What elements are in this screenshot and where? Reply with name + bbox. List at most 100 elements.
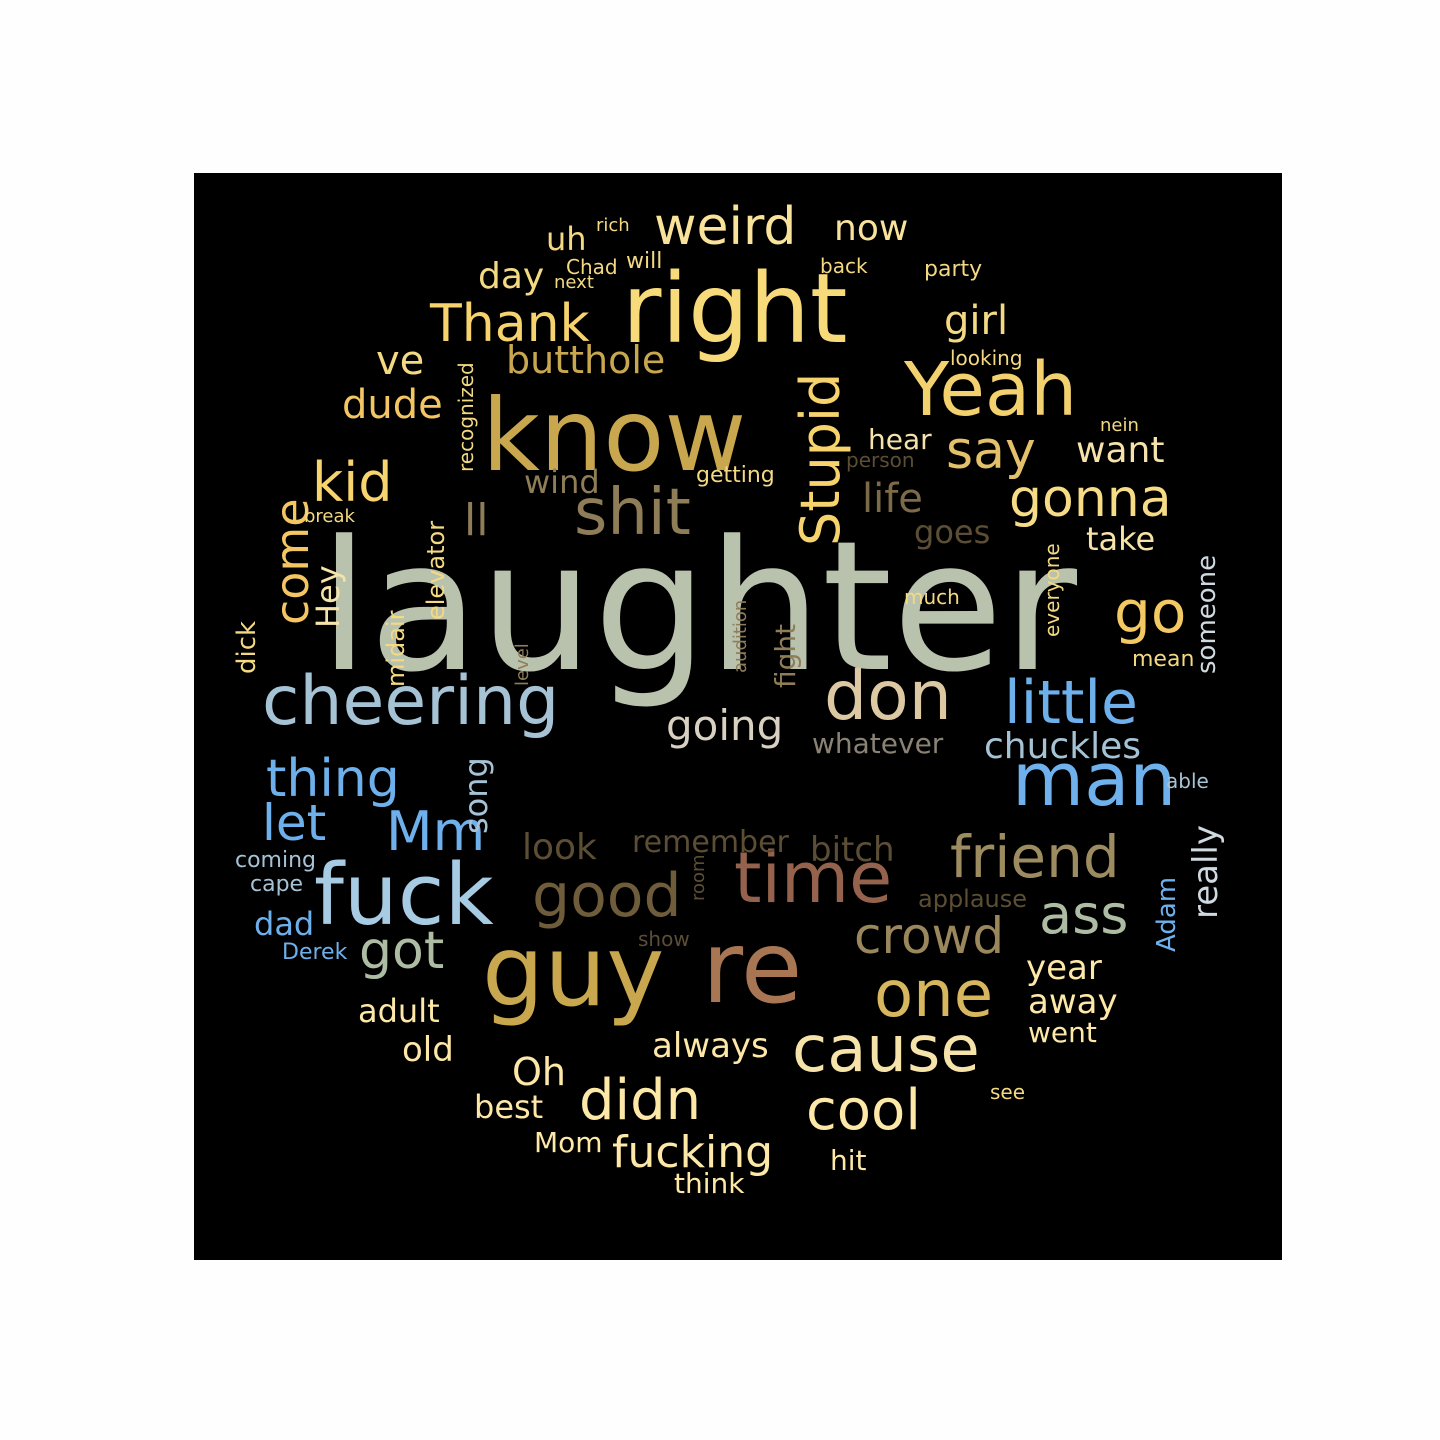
word-dick: dick [232, 621, 262, 675]
word-right: right [622, 253, 848, 365]
word-away: away [1028, 982, 1118, 1022]
word-remember: remember [632, 825, 789, 860]
word-recognized: recognized [454, 362, 478, 472]
word-wind: wind [524, 463, 600, 501]
word-mean: mean [1132, 647, 1195, 672]
word-level: level [512, 642, 533, 686]
word-cloud: laughter know right guy re time cheering fuck ma… [194, 173, 1282, 1260]
word-good: good [532, 861, 682, 931]
word-gonna: gonna [1009, 469, 1172, 529]
word-hear: hear [868, 423, 932, 456]
word-mm: Mm [386, 800, 486, 863]
word-goes: goes [914, 513, 991, 551]
word-weird: weird [654, 197, 797, 257]
word-party: party [924, 257, 983, 282]
word-time: time [734, 837, 893, 919]
word-next: next [554, 272, 594, 293]
word-friend: friend [950, 823, 1120, 891]
word-mom: Mom [534, 1126, 603, 1159]
word-midair: midair [382, 610, 410, 688]
word-go: go [1114, 578, 1187, 646]
word-ve: ve [376, 338, 425, 384]
word-ass: ass [1039, 883, 1129, 946]
word-show: show [638, 927, 690, 951]
word-song: song [457, 757, 495, 835]
word-got: got [359, 921, 445, 981]
word-best: best [474, 1088, 544, 1126]
word-fucking: fucking [612, 1127, 774, 1178]
word-much: much [904, 585, 960, 609]
word-dad: dad [254, 905, 315, 943]
word-adult: adult [358, 992, 440, 1030]
word-dude: dude [342, 382, 443, 428]
word-now: now [834, 208, 909, 249]
word-coming: coming [235, 848, 317, 873]
word-kid: kid [312, 451, 393, 514]
word-derek: Derek [282, 940, 348, 965]
word-ll: ll [464, 495, 489, 546]
word-see: see [990, 1080, 1026, 1104]
word-someone: someone [1192, 554, 1222, 674]
word-cheering: cheering [262, 662, 560, 741]
word-will: will [626, 249, 663, 274]
word-hey: Hey [309, 564, 347, 628]
word-thing: thing [266, 749, 400, 809]
word-say: say [946, 421, 1036, 481]
word-able: able [1166, 769, 1209, 793]
word-really: really [1186, 825, 1226, 920]
word-person: person [846, 448, 915, 472]
word-always: always [652, 1026, 769, 1066]
word-fuck: fuck [314, 846, 494, 945]
word-everyone: everyone [1040, 543, 1064, 638]
word-think: think [674, 1167, 745, 1200]
word-look: look [522, 827, 597, 868]
word-audition: audition [730, 599, 751, 674]
word-room: room [688, 854, 709, 901]
word-don: don [824, 657, 952, 736]
word-uh: uh [546, 220, 587, 258]
word-didn: didn [579, 1068, 702, 1133]
word-guy: guy [482, 915, 665, 1029]
word-man: man [1012, 737, 1177, 823]
word-year: year [1026, 948, 1102, 988]
word-know: know [482, 377, 747, 494]
word-oh: Oh [512, 1050, 566, 1094]
word-nein: nein [1100, 415, 1139, 436]
word-whatever: whatever [812, 727, 944, 760]
word-going: going [666, 701, 784, 750]
word-thank: Thank [430, 294, 590, 354]
word-laughter: laughter [319, 503, 1078, 712]
word-stupid: Stupid [789, 372, 852, 546]
word-bitch: bitch [810, 830, 895, 870]
word-cool: cool [806, 1078, 921, 1143]
word-rich: rich [596, 215, 630, 236]
word-cause: cause [792, 1013, 980, 1087]
word-cape: cape [250, 872, 304, 897]
word-old: old [402, 1030, 454, 1070]
word-life: life [862, 476, 923, 522]
word-hit: hit [830, 1144, 867, 1177]
word-take: take [1086, 520, 1156, 558]
word-girl: girl [944, 298, 1009, 344]
word-getting: getting [696, 463, 775, 488]
word-fight: fight [769, 623, 802, 688]
word-let: let [262, 794, 327, 852]
word-adam: Adam [1152, 877, 1182, 953]
word-back: back [820, 254, 868, 278]
word-chad: Chad [566, 255, 618, 279]
word-chuckles: chuckles [984, 726, 1141, 767]
word-went: went [1028, 1016, 1097, 1049]
word-shit: shit [574, 476, 691, 550]
word-little: little [1004, 668, 1138, 738]
word-re: re [702, 909, 803, 1026]
word-day: day [478, 256, 545, 297]
word-break: break [304, 506, 355, 527]
word-looking: looking [950, 346, 1023, 370]
word-yeah: Yeah [904, 347, 1078, 433]
word-elevator: elevator [422, 520, 450, 621]
word-want: want [1076, 430, 1165, 471]
word-applause: applause [918, 885, 1028, 913]
word-butthole: butthole [506, 338, 666, 382]
word-one: one [874, 958, 994, 1032]
word-crowd: crowd [854, 907, 1005, 965]
